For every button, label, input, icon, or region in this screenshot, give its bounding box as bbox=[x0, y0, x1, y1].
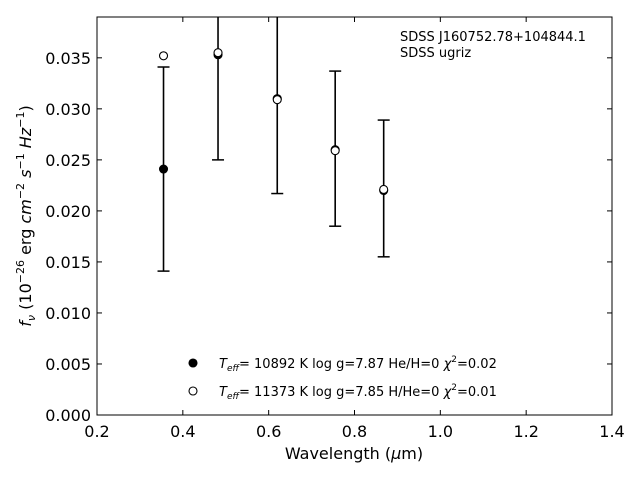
annotation-object-name: SDSS J160752.78+104844.1 bbox=[400, 30, 586, 45]
y-tick-label: 0.010 bbox=[45, 304, 91, 323]
y-tick-label: 0.030 bbox=[45, 100, 91, 119]
plot-frame bbox=[96, 16, 613, 416]
open-marker bbox=[330, 146, 340, 156]
y-tick-label: 0.000 bbox=[45, 406, 91, 425]
legend-label: Teff= 10892 K log g=7.87 He/H=0 χ2=0.02 bbox=[219, 355, 497, 374]
y-axis-title: fν (10−26 erg cm−2 s−1 Hz−1) bbox=[14, 105, 38, 326]
x-tick-label: 1.0 bbox=[428, 422, 453, 441]
x-tick-label: 0.6 bbox=[256, 422, 281, 441]
x-tick-label: 1.2 bbox=[513, 422, 538, 441]
x-axis-title: Wavelength (μm) bbox=[285, 444, 423, 463]
open-marker bbox=[379, 184, 389, 195]
legend-marker bbox=[188, 358, 198, 368]
axes-layer: 0.2 0.4 0.6 0.8 1.0 1.2 1.4 0.000 0.005 0.010 0.01… bbox=[45, 17, 625, 441]
y-tick-label: 0.020 bbox=[45, 202, 91, 221]
open-marker bbox=[213, 48, 223, 58]
x-tick-label: 0.4 bbox=[170, 422, 195, 441]
plot-layer bbox=[157, 17, 390, 272]
legend-label: Teff= 11373 K log g=7.85 H/He=0 χ2=0.01 bbox=[219, 383, 497, 402]
y-tick-label: 0.015 bbox=[45, 253, 91, 272]
legend-marker bbox=[188, 386, 198, 396]
y-tick-label: 0.035 bbox=[45, 49, 91, 68]
filled-marker bbox=[158, 164, 169, 174]
legend: Teff= 10892 K log g=7.87 He/H=0 χ2=0.02 T… bbox=[188, 355, 497, 402]
x-tick-label: 0.8 bbox=[342, 422, 367, 441]
y-tick-label: 0.025 bbox=[45, 151, 91, 170]
y-tick-label: 0.005 bbox=[45, 355, 91, 374]
x-tick-label: 1.4 bbox=[599, 422, 624, 441]
open-marker bbox=[272, 95, 282, 105]
annotation-survey: SDSS ugriz bbox=[400, 46, 471, 61]
open-marker bbox=[158, 51, 169, 61]
x-tick-label: 0.2 bbox=[84, 422, 109, 441]
